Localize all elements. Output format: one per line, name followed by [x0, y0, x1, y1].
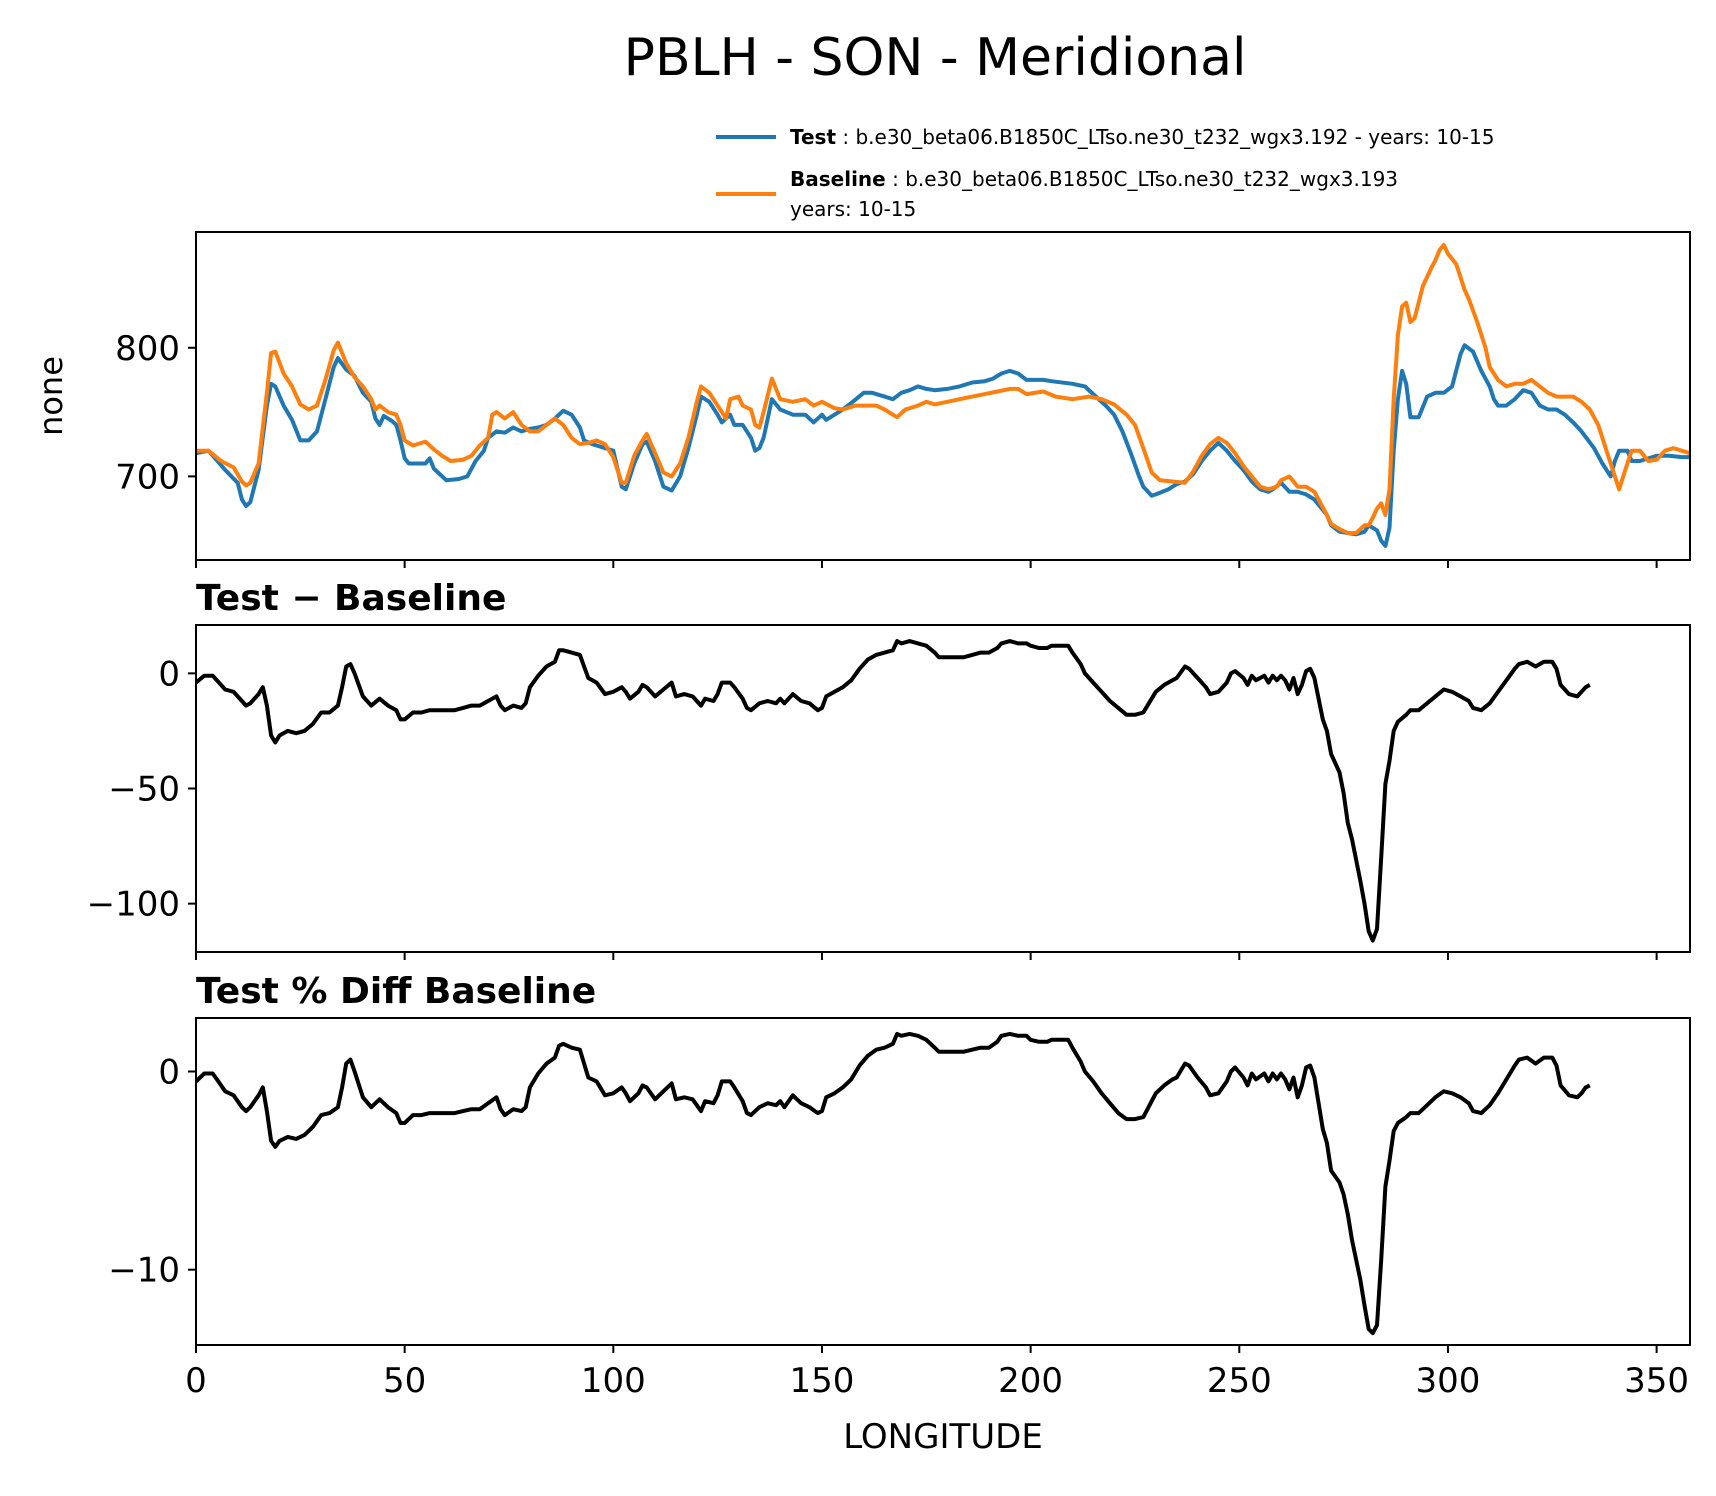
panel-percent-difference: −10 0 0 50 100 150 200 250 300 350 Test % Diff Bas… [108, 971, 1691, 1457]
y-tick-label: 0 [158, 654, 180, 694]
series-line-difference [194, 639, 1591, 943]
legend-baseline-line2: years: 10-15 [790, 197, 916, 221]
x-axis-label: LONGITUDE [843, 1417, 1043, 1457]
panel-title: Test − Baseline [196, 578, 506, 619]
legend-baseline-label: Baseline [790, 167, 886, 191]
y-tick-label: −10 [108, 1251, 180, 1291]
y-tick-label: 0 [158, 1053, 180, 1093]
x-tick-label: 100 [581, 1361, 646, 1401]
panel-difference: −100 −50 0 Test − Baseline [87, 578, 1691, 960]
series-line-percent-difference [194, 1031, 1591, 1336]
y-axis-label: none [32, 356, 70, 436]
series-line-test [195, 343, 1690, 548]
x-tick-label: 200 [998, 1361, 1063, 1401]
axes-frame [195, 1017, 1691, 1346]
x-tick-label: 300 [1416, 1361, 1481, 1401]
legend: Test : b.e30_beta06.B1850C_LTso.ne30_t23… [716, 125, 1495, 221]
axes-frame [195, 231, 1691, 561]
legend-baseline-text: : b.e30_beta06.B1850C_LTso.ne30_t232_wgx… [886, 167, 1398, 191]
y-tick-label: −100 [87, 885, 180, 925]
figure-title: PBLH - SON - Meridional [624, 28, 1247, 88]
legend-test-text: : b.e30_beta06.B1850C_LTso.ne30_t232_wgx… [836, 125, 1494, 149]
series-line-baseline [196, 242, 1691, 535]
panel-absolute-values: 700 800 none [32, 231, 1691, 568]
x-tick-label: 0 [185, 1361, 207, 1401]
x-tick-label: 150 [790, 1361, 855, 1401]
y-tick-label: 700 [115, 457, 180, 497]
panel-title: Test % Diff Baseline [196, 971, 596, 1012]
legend-test-label: Test [790, 125, 836, 149]
y-tick-label: −50 [108, 770, 180, 810]
legend-entry-baseline: Baseline : b.e30_beta06.B1850C_LTso.ne30… [790, 167, 1398, 191]
y-tick-label: 800 [115, 329, 180, 369]
legend-entry-test: Test : b.e30_beta06.B1850C_LTso.ne30_t23… [790, 125, 1495, 149]
x-tick-label: 250 [1207, 1361, 1272, 1401]
x-tick-label: 350 [1624, 1361, 1689, 1401]
x-tick-label: 50 [383, 1361, 426, 1401]
